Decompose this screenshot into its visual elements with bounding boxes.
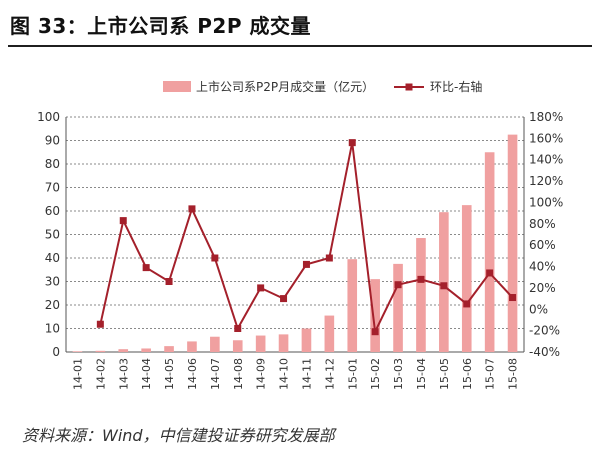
y-left-tick-label: 40 xyxy=(45,251,60,265)
x-tick-label: 15-08 xyxy=(507,358,520,390)
x-tick-label: 14-02 xyxy=(94,358,107,390)
x-tick-label: 15-02 xyxy=(369,358,382,390)
bar xyxy=(210,336,220,352)
line-point xyxy=(96,320,104,328)
bar xyxy=(278,334,289,352)
x-tick-label: 15-05 xyxy=(438,358,451,390)
bar xyxy=(507,134,518,352)
x-tick-label: 14-06 xyxy=(186,358,199,390)
y-right-tick-label: -20% xyxy=(529,324,560,338)
bar xyxy=(370,279,380,352)
legend-swatch-bar xyxy=(163,81,191,92)
y-right-tick-label: 80% xyxy=(529,217,556,231)
legend-label-line: 环比-右轴 xyxy=(430,79,482,94)
bar xyxy=(324,315,335,352)
bar xyxy=(416,238,426,352)
x-tick-label: 14-03 xyxy=(117,358,130,390)
line-point xyxy=(302,260,310,268)
x-tick-label: 15-01 xyxy=(346,358,359,390)
y-left-tick-label: 10 xyxy=(45,322,60,336)
x-tick-label: 15-07 xyxy=(484,358,497,390)
bar xyxy=(72,351,83,352)
line-point xyxy=(463,300,471,308)
line-point xyxy=(348,139,356,147)
y-left-tick-label: 30 xyxy=(45,275,60,289)
x-tick-label: 14-04 xyxy=(140,358,153,390)
x-tick-label: 14-10 xyxy=(278,358,291,390)
y-right-tick-label: 20% xyxy=(529,281,556,295)
y-left-tick-label: 70 xyxy=(45,181,60,195)
y-left-tick-label: 0 xyxy=(52,345,60,359)
series-line xyxy=(99,142,514,336)
chart: 0 10 20 30 40 50 60 70 80 90 100 -40% -20% 0% 20% 40% 60… xyxy=(37,79,563,390)
line-point xyxy=(234,325,242,332)
bar xyxy=(301,328,312,352)
x-tick-label: 14-01 xyxy=(71,358,84,390)
legend-marker-line xyxy=(405,83,413,91)
bar xyxy=(95,350,106,352)
x-tick-label: 14-09 xyxy=(255,358,268,390)
bar xyxy=(461,205,472,352)
bar xyxy=(187,341,197,352)
y-right-tick-label: 160% xyxy=(529,131,563,145)
bar xyxy=(164,346,174,352)
line-point xyxy=(188,205,196,213)
x-tick-label: 14-11 xyxy=(300,358,313,390)
y-right-tick-label: 140% xyxy=(529,153,563,167)
line-point xyxy=(119,217,127,225)
bar xyxy=(347,259,358,352)
y-left-tick-label: 90 xyxy=(45,134,60,148)
x-tick-label: 14-12 xyxy=(323,358,336,390)
bar xyxy=(118,349,129,352)
x-tick-label: 15-06 xyxy=(461,358,474,390)
x-tick-label: 14-07 xyxy=(209,358,222,390)
line-point xyxy=(211,254,219,262)
y-right-tick-label: 120% xyxy=(529,174,563,188)
line-point xyxy=(142,264,150,272)
y-left-tick-label: 50 xyxy=(45,228,60,242)
line-point xyxy=(165,278,173,285)
y-left-tick-label: 20 xyxy=(45,298,60,312)
line-point xyxy=(486,269,494,277)
line-point xyxy=(257,284,265,292)
y-right-tick-label: 0% xyxy=(529,302,548,316)
x-tick-label: 14-05 xyxy=(163,358,176,390)
line-point xyxy=(394,281,402,289)
x-tick-label: 15-04 xyxy=(415,358,428,390)
bar xyxy=(484,152,495,352)
y-right-tick-label: 40% xyxy=(529,260,556,274)
y-left-tick-label: 60 xyxy=(45,204,60,218)
bar xyxy=(393,263,403,352)
line-point xyxy=(325,254,333,262)
line-point xyxy=(371,328,379,336)
line-point xyxy=(440,282,448,290)
bar xyxy=(232,340,243,352)
title-divider xyxy=(8,45,592,47)
y-right-tick-label: 180% xyxy=(529,110,563,124)
figure-title: 图 33：上市公司系 P2P 成交量 xyxy=(10,14,311,38)
x-tick-label: 15-03 xyxy=(392,358,405,390)
source-note: 资料来源：Wind，中信建投证券研究发展部 xyxy=(22,426,335,445)
line-point xyxy=(417,275,425,283)
y-right-tick-label: 100% xyxy=(529,195,563,209)
bar xyxy=(255,335,266,352)
y-right-tick-label: -40% xyxy=(529,345,560,359)
y-left-tick-label: 100 xyxy=(37,110,60,124)
y-right-tick-label: 60% xyxy=(529,238,556,252)
bar xyxy=(439,212,449,352)
y-left-tick-label: 80 xyxy=(45,157,60,171)
line-point xyxy=(509,294,517,302)
line-point xyxy=(280,295,288,303)
bar xyxy=(141,348,151,352)
legend-label-bar: 上市公司系P2P月成交量（亿元） xyxy=(196,79,374,94)
x-tick-label: 14-08 xyxy=(232,358,245,390)
